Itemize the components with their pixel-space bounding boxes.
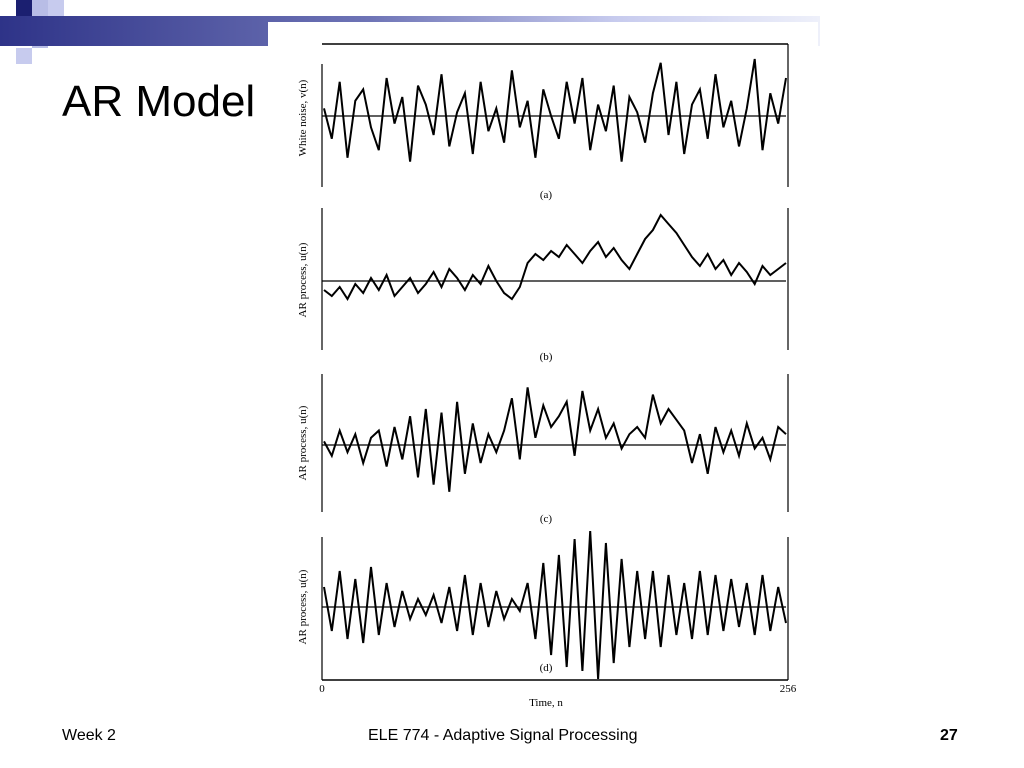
y-axis-label: AR process, u(n) xyxy=(297,569,309,644)
x-tick-label-end: 256 xyxy=(780,683,797,695)
y-axis-label: White noise, v(n) xyxy=(297,79,309,156)
footer-course-title: ELE 774 - Adaptive Signal Processing xyxy=(368,727,638,744)
footer-week: Week 2 xyxy=(62,727,116,744)
panel-caption: (d) xyxy=(540,662,553,674)
decorative-square xyxy=(16,48,32,64)
panel-caption: (a) xyxy=(540,189,553,201)
x-axis-label: Time, n xyxy=(529,697,563,709)
y-axis-label: AR process, u(n) xyxy=(297,242,309,317)
x-tick-label-start: 0 xyxy=(319,683,325,695)
figure-canvas: White noise, v(n) (a) AR process, u(n) (… xyxy=(297,43,797,709)
panel-a: White noise, v(n) (a) xyxy=(297,43,789,201)
panel-b: AR process, u(n) (b) xyxy=(297,208,789,363)
decorative-square xyxy=(32,0,48,16)
ar-model-figure: White noise, v(n) (a) AR process, u(n) (… xyxy=(268,22,818,722)
ar-process-line xyxy=(323,387,787,492)
decorative-square xyxy=(16,0,32,16)
slide-title: AR Model xyxy=(62,77,256,126)
decorative-square xyxy=(48,0,64,16)
slide-number: 27 xyxy=(940,727,958,744)
ar-process-line xyxy=(323,530,787,680)
ar-process-line xyxy=(323,213,787,301)
panel-d: AR process, u(n) (d) xyxy=(297,530,789,680)
panel-caption: (c) xyxy=(540,513,553,525)
y-axis-label: AR process, u(n) xyxy=(297,405,309,480)
panel-caption: (b) xyxy=(540,351,553,363)
white-noise-line xyxy=(323,58,787,162)
panel-c: AR process, u(n) (c) xyxy=(297,374,789,525)
